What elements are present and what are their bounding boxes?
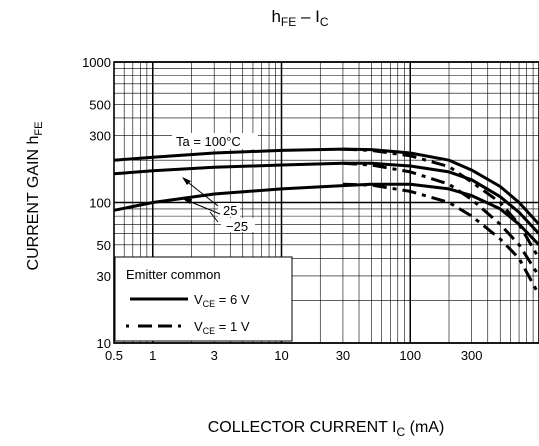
x-tick-label: 0.5 (105, 348, 123, 363)
y-tick-labels: 10 30 50 100 300 500 1000 (82, 55, 111, 351)
legend-solid-post: = 6 V (215, 292, 250, 307)
series-line (113, 182, 539, 246)
x-tick-label: 10 (274, 348, 288, 363)
arrow-upper (182, 177, 191, 185)
label-100-bg (172, 133, 258, 149)
label-25-bg (218, 203, 240, 217)
x-tick-label: 30 (336, 348, 350, 363)
x-tick-labels: 0.5 1 3 10 30 100 300 (105, 348, 483, 363)
x-tick-label: 300 (461, 348, 483, 363)
label-ta-25: 25 (223, 203, 237, 218)
series-line (113, 161, 539, 235)
series-line (342, 161, 539, 277)
label-ta-100: Ta = 100°C (176, 134, 241, 149)
label-ta-m25: −25 (226, 219, 248, 234)
series-lines (113, 147, 539, 296)
series-line (113, 147, 539, 226)
legend-dash-post: = 1 V (215, 319, 250, 334)
x-tick-label: 100 (399, 348, 421, 363)
leader-lower (185, 199, 221, 215)
series-line (342, 182, 539, 296)
leader-mid (209, 211, 219, 223)
y-axis-label-main: CURRENT GAIN h (25, 136, 42, 271)
y-tick-label: 30 (97, 269, 111, 284)
x-axis-label-main: COLLECTOR CURRENT I (208, 419, 397, 436)
x-axis-label-sub: C (397, 425, 406, 439)
legend: Emitter common VCE = 6 V VCE = 1 V (114, 256, 293, 342)
y-tick-label: 1000 (82, 55, 111, 70)
legend-solid-pre: V (194, 292, 203, 307)
y-tick-label: 50 (97, 238, 111, 253)
plot-frame (113, 61, 539, 344)
x-axis-label: COLLECTOR CURRENT IC (mA) (208, 419, 445, 439)
arrow-lower (183, 199, 192, 204)
y-tick-label: 300 (89, 128, 111, 143)
y-axis-label: CURRENT GAIN hFE (25, 122, 45, 271)
leader-upper (184, 179, 219, 207)
chart-title-sub: FE (281, 15, 296, 29)
label-m25-bg (221, 218, 255, 232)
legend-label-dash: VCE = 1 V (194, 319, 250, 336)
curve-annotations: Ta = 100°C 25 −25 (172, 133, 258, 234)
chart-title: hFE – IC (271, 7, 328, 29)
legend-label-solid: VCE = 6 V (194, 292, 250, 309)
y-tick-label: 10 (97, 336, 111, 351)
y-tick-label: 100 (89, 196, 111, 211)
legend-dash-pre: V (194, 319, 203, 334)
x-tick-label: 3 (211, 348, 218, 363)
chart-title-sep: – I (296, 7, 320, 26)
legend-title: Emitter common (126, 267, 221, 282)
y-axis-label-sub: FE (33, 122, 45, 136)
legend-solid-sub: CE (203, 299, 216, 309)
x-tick-label: 1 (149, 348, 156, 363)
legend-dash-sub: CE (203, 326, 216, 336)
chart-title-main: h (271, 7, 280, 26)
x-axis-label-unit: (mA) (410, 419, 445, 436)
chart-title-tail-sub: C (320, 15, 329, 29)
y-tick-label: 500 (89, 97, 111, 112)
